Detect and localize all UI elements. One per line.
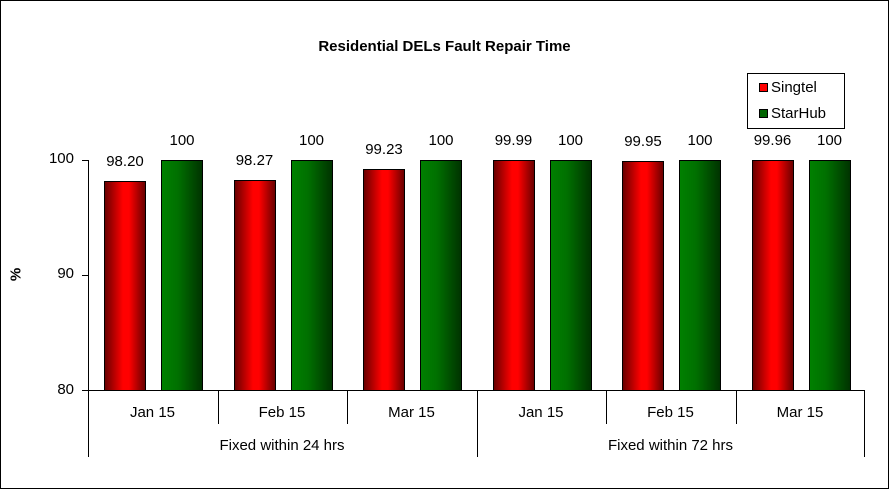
chart-title: Residential DELs Fault Repair Time (318, 38, 571, 55)
x-category-label: Feb 15 (647, 404, 694, 421)
legend-item-singtel: Singtel (759, 79, 817, 96)
x-category-label: Feb 15 (258, 404, 306, 421)
bar-singtel-2 (363, 168, 405, 391)
category-separator (864, 390, 865, 457)
bar-singtel-5 (751, 160, 794, 391)
y-tickmark (82, 390, 88, 391)
x-group-label: Fixed within 72 hrs (607, 437, 734, 454)
y-tick-80: 80 (57, 381, 74, 398)
category-separator (477, 390, 478, 457)
bar-singtel-0 (104, 180, 146, 391)
y-axis-label: % (7, 267, 25, 282)
data-label: 99.96 (753, 132, 792, 150)
data-label: 98.20 (106, 152, 144, 170)
legend-swatch-starhub (759, 109, 768, 118)
data-label: 99.23 (365, 140, 403, 158)
data-label: 99.95 (624, 132, 662, 150)
bar-starhub-0 (161, 160, 203, 391)
y-tickmark (82, 160, 88, 161)
category-separator (736, 390, 737, 424)
y-tick-90: 90 (57, 265, 74, 282)
x-axis (88, 390, 865, 391)
legend-item-starhub: StarHub (759, 105, 826, 122)
bar-singtel-3 (492, 160, 535, 391)
data-label: 100 (428, 132, 454, 149)
category-separator (606, 390, 607, 424)
x-category-label: Mar 15 (388, 404, 435, 421)
x-category-label: Jan 15 (518, 404, 564, 421)
bar-starhub-3 (549, 160, 592, 391)
data-label: 100 (169, 132, 195, 149)
y-tickmark (82, 275, 88, 276)
data-label: 100 (687, 132, 713, 149)
bar-starhub-5 (808, 160, 851, 391)
bar-starhub-4 (679, 160, 721, 391)
y-axis (88, 160, 89, 457)
data-label: 99.99 (494, 132, 533, 150)
data-label: 100 (298, 132, 325, 149)
data-label: 100 (816, 132, 843, 149)
x-category-label: Jan 15 (129, 404, 176, 421)
data-label: 98.27 (235, 151, 274, 169)
legend-label: Singtel (771, 79, 817, 96)
bar-singtel-1 (233, 179, 276, 391)
legend-swatch-singtel (759, 83, 768, 92)
bar-starhub-2 (420, 160, 462, 391)
legend: Singtel StarHub (747, 73, 845, 129)
data-label: 100 (557, 132, 584, 149)
category-separator (218, 390, 219, 424)
bar-singtel-4 (622, 160, 664, 391)
x-category-label: Mar 15 (776, 404, 824, 421)
bar-starhub-1 (290, 160, 333, 391)
x-group-label: Fixed within 24 hrs (219, 437, 345, 454)
y-tick-100: 100 (48, 150, 74, 167)
category-separator (347, 390, 348, 424)
legend-label: StarHub (771, 105, 827, 122)
